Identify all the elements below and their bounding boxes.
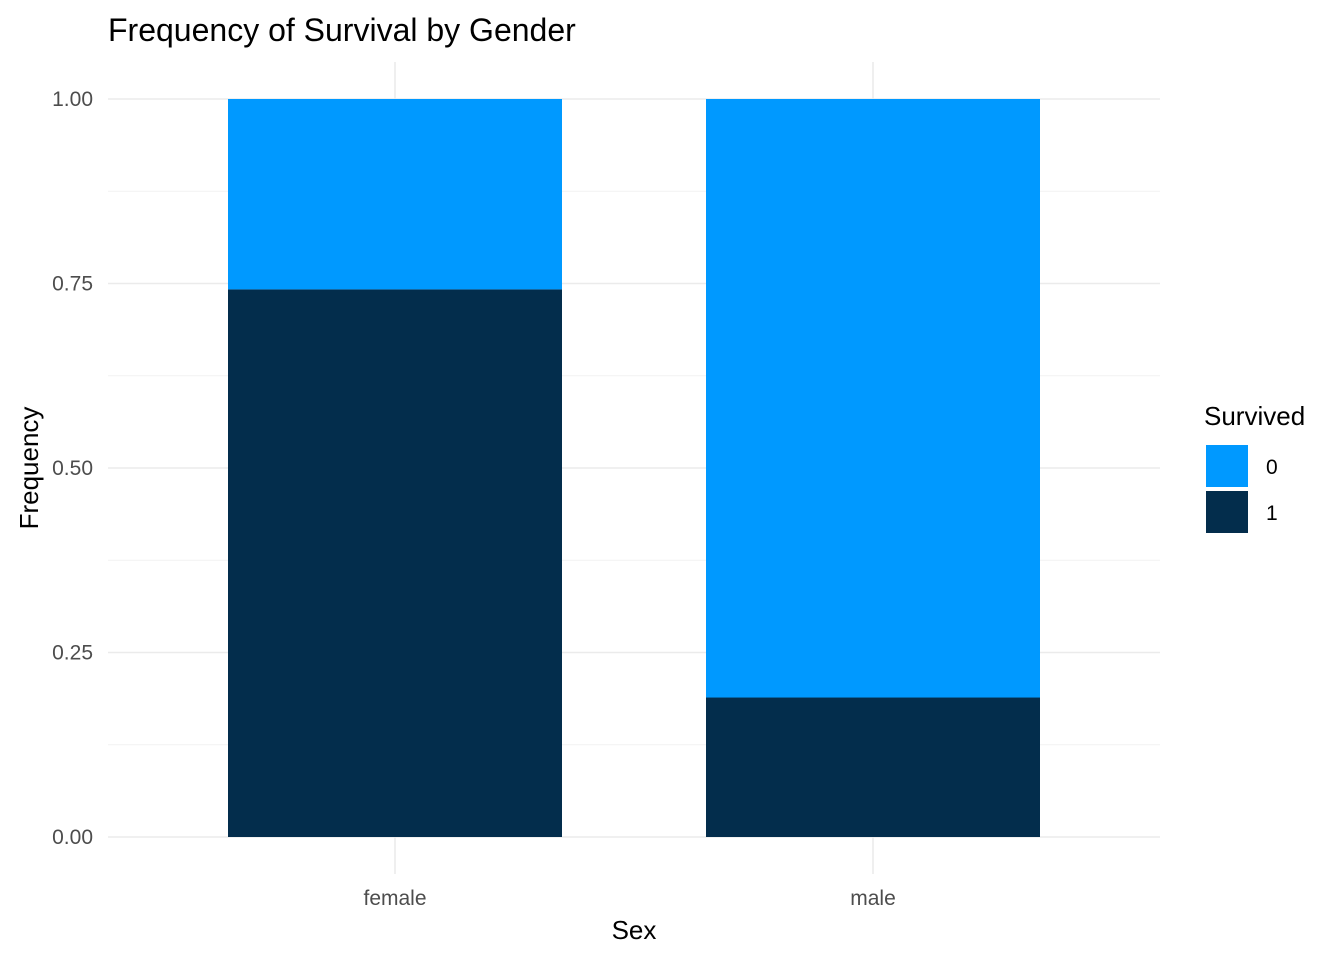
bar-male-survived-1 [706, 697, 1040, 837]
x-tick-label: female [363, 887, 426, 910]
y-tick-label: 0.50 [52, 457, 93, 480]
legend-label: 1 [1266, 502, 1278, 525]
y-axis-title: Frequency [14, 407, 44, 530]
legend-label: 0 [1266, 456, 1278, 479]
y-tick-label: 0.25 [52, 642, 93, 665]
y-axis-ticks: 0.00 0.25 0.50 0.75 1.00 [52, 88, 93, 849]
bars [228, 99, 1040, 837]
x-axis-ticks: female male [363, 887, 895, 910]
legend-key-1 [1206, 491, 1248, 533]
bar-male-survived-0 [706, 99, 1040, 698]
x-axis-title: Sex [612, 915, 657, 945]
x-tick-label: male [850, 887, 896, 910]
legend: Survived 0 1 [1204, 401, 1305, 533]
y-tick-label: 1.00 [52, 88, 93, 111]
bar-female-survived-1 [228, 289, 562, 837]
legend-title: Survived [1204, 401, 1305, 431]
legend-key-0 [1206, 445, 1248, 487]
bar-female-survived-0 [228, 99, 562, 290]
y-tick-label: 0.00 [52, 826, 93, 849]
chart-title: Frequency of Survival by Gender [108, 12, 576, 48]
y-tick-label: 0.75 [52, 273, 93, 296]
